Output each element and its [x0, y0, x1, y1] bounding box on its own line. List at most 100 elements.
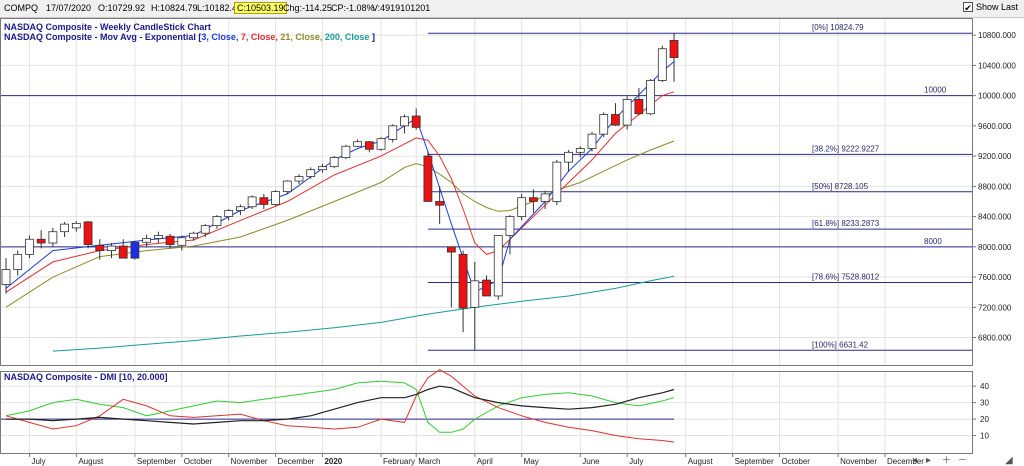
- candle-body: [634, 98, 644, 115]
- candle-body: [60, 223, 69, 233]
- candle-body: [364, 141, 374, 150]
- x-tick-label: May: [524, 457, 539, 466]
- ma-legend-suffix: ]: [372, 32, 375, 42]
- candle-body: [552, 161, 562, 202]
- change-pct-value: CP:-1.08%: [331, 3, 375, 13]
- price-tick-label: 8800.000: [978, 182, 1012, 191]
- candle-body: [200, 225, 210, 234]
- ma200-line: [52, 275, 675, 352]
- candle-body: [587, 133, 597, 149]
- zoom-out-icon[interactable]: －: [958, 455, 967, 465]
- candle-body: [95, 244, 105, 251]
- candle-body: [212, 216, 222, 227]
- candle-body: [259, 197, 269, 205]
- level-label: [50%] 8728.105: [812, 182, 869, 191]
- level-label: 8000: [924, 237, 942, 246]
- zoom-in-icon[interactable]: ＋: [942, 455, 951, 465]
- candle-body: [435, 201, 445, 206]
- candle-body: [400, 116, 409, 127]
- price-tick-label: 10000.000: [978, 92, 1016, 101]
- checkbox-check-icon[interactable]: ✔: [962, 2, 973, 13]
- price-tick-label: 8000.000: [978, 243, 1012, 252]
- x-tick-label: July: [31, 457, 45, 466]
- candle-body: [669, 40, 679, 58]
- x-tick-label: September: [137, 457, 176, 466]
- candle-body: [517, 197, 527, 217]
- level-label: [100%] 6631.42: [812, 340, 869, 349]
- dmi-tick-label: 10: [980, 432, 989, 441]
- candle-body: [657, 48, 667, 81]
- show-last-label: Show Last: [975, 2, 1018, 12]
- show-last-checkbox[interactable]: ✔ Show Last: [962, 2, 1018, 13]
- price-panel: [0, 18, 973, 366]
- candle-body: [282, 180, 292, 193]
- x-tick-label: September: [735, 457, 774, 466]
- candle-body: [36, 238, 46, 244]
- candle-body: [1, 269, 11, 286]
- chart-canvas: 6800.000 7200.000 7600.000 8000.000 8400.000…: [0, 18, 1016, 466]
- x-tick-label: June: [582, 457, 600, 466]
- candle-body: [235, 206, 245, 211]
- candle-body: [575, 148, 585, 153]
- high-value: H:10824.79: [151, 3, 198, 13]
- price-tick-label: 8400.000: [978, 213, 1012, 222]
- x-tick-label: July: [629, 457, 643, 466]
- dmi_plus-line: [5, 380, 675, 433]
- price-tick-label: 7600.000: [978, 273, 1012, 282]
- ma-legend-item: 200, Close: [325, 32, 372, 42]
- level-label: 10000: [924, 86, 947, 95]
- candle-body: [611, 114, 620, 126]
- candle-body: [458, 253, 468, 309]
- moving-average-legend: NASDAQ Composite - Mov Avg - Exponential…: [4, 32, 375, 42]
- symbol-label: COMPQ: [4, 3, 39, 13]
- price-y-axis: 6800.000 7200.000 7600.000 8000.000 8400.000…: [972, 31, 1016, 343]
- dmi-y-axis: 10 20 30 40: [972, 382, 989, 441]
- candle-body: [599, 114, 609, 135]
- candle-body: [189, 232, 198, 239]
- candle-body: [388, 125, 398, 140]
- candle-body: [271, 191, 280, 205]
- price-tick-label: 9200.000: [978, 152, 1012, 161]
- price-tick-label: 6800.000: [978, 334, 1012, 343]
- candle-body: [224, 210, 234, 217]
- candle-body: [376, 138, 386, 150]
- x-tick-label: February: [383, 457, 415, 466]
- dmi-title: NASDAQ Composite - DMI [10, 20.000]: [4, 372, 168, 382]
- chart-title: NASDAQ Composite - Weekly CandleStick Ch…: [4, 22, 211, 32]
- candle-body: [353, 141, 363, 147]
- scroll-left-icon[interactable]: ◂: [912, 455, 917, 466]
- candle-body: [247, 196, 257, 208]
- x-tick-label: November: [840, 457, 877, 466]
- adx-line: [6, 385, 675, 425]
- candle-body: [540, 193, 550, 202]
- ma-legend-prefix: NASDAQ Composite - Mov Avg - Exponential…: [4, 32, 201, 42]
- candle-body: [329, 157, 339, 168]
- candle-body: [130, 241, 140, 259]
- low-value: L:10182.46: [197, 3, 243, 13]
- candle-body: [646, 80, 655, 115]
- x-tick-label: November: [231, 457, 268, 466]
- dmi-panel: [0, 371, 973, 454]
- x-tick-label: August: [688, 457, 714, 466]
- dmi-tick-label: 40: [980, 382, 989, 391]
- x-tick-label: 2020: [324, 457, 342, 466]
- price-tick-label: 7200.000: [978, 303, 1012, 312]
- scroll-right-icon[interactable]: ▸: [926, 455, 931, 466]
- close-value: C:10503.19: [234, 2, 287, 14]
- x-tick-label: April: [477, 457, 493, 466]
- candle-body: [529, 197, 538, 202]
- dmi-tick-label: 30: [980, 399, 989, 408]
- dmi-tick-label: 20: [980, 415, 989, 424]
- dmi_minus-line: [5, 369, 675, 443]
- candle-body: [622, 98, 632, 126]
- candle-body: [48, 231, 58, 244]
- date-label: 17/07/2020: [46, 3, 92, 13]
- scroll-controls[interactable]: ◂ ▸ ＋ － ◢: [912, 455, 1013, 466]
- candle-body: [564, 151, 573, 163]
- candle-body: [153, 235, 163, 239]
- candle-body: [470, 280, 480, 308]
- level-label: [0%] 10824.79: [812, 23, 864, 32]
- dmi-lines: [1, 369, 675, 443]
- ma-legend-item: 21, Close,: [280, 32, 325, 42]
- resize-grip-icon[interactable]: ◢: [1005, 455, 1013, 466]
